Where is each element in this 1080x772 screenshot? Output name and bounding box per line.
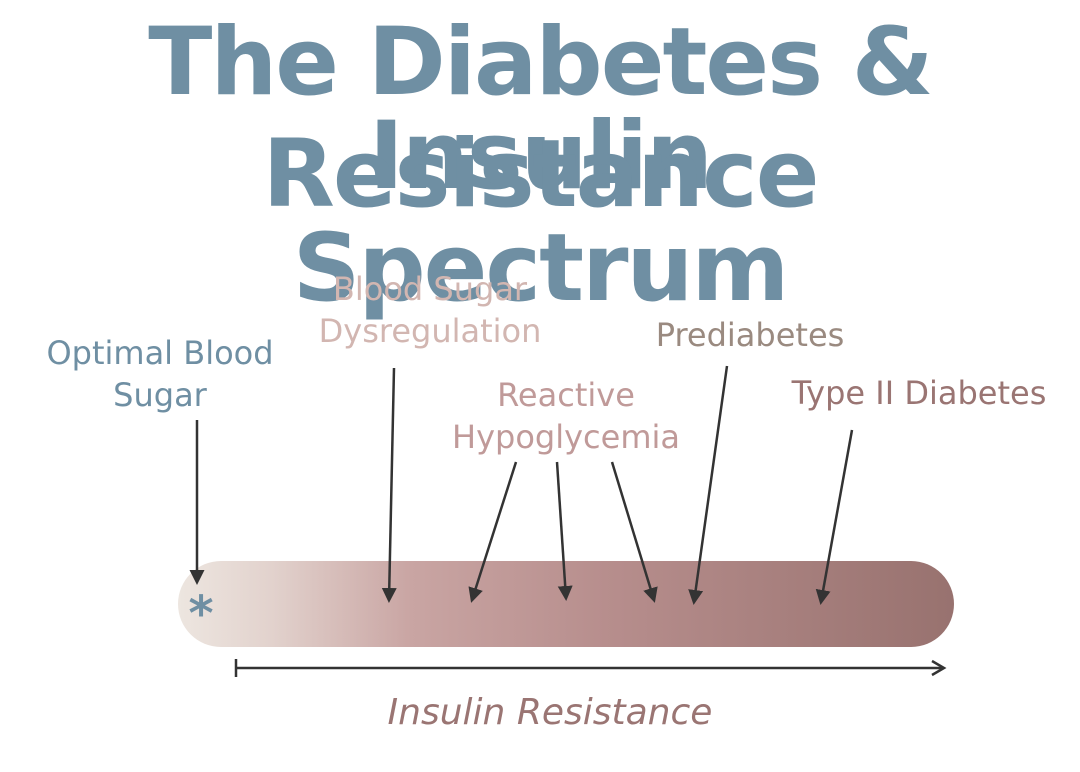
label-reactive-line-2: Hypoglycemia xyxy=(452,418,680,456)
title-line-1: The Diabetes & Insulin xyxy=(148,8,934,211)
label-type-2-diabetes: Type II Diabetes xyxy=(778,372,1060,414)
arrow-reactive-2 xyxy=(555,461,573,601)
spectrum-bar xyxy=(178,561,954,647)
arrow-prediabetes xyxy=(688,365,729,605)
insulin-resistance-axis xyxy=(234,659,947,677)
arrow-reactive-1 xyxy=(468,461,518,603)
pointer-arrows xyxy=(189,365,854,605)
label-prediabetes-line-1: Prediabetes xyxy=(655,316,845,354)
label-type2-line-1: Type II Diabetes xyxy=(791,374,1047,412)
label-reactive-hypoglycemia: Reactive Hypoglycemia xyxy=(440,374,692,458)
title-line-2: Resistance Spectrum xyxy=(262,120,819,323)
label-blood-sugar-dysregulation: Blood Sugar Dysregulation xyxy=(305,268,555,352)
arrow-reactive-3 xyxy=(610,461,658,603)
label-optimal-blood-sugar: Optimal Blood Sugar xyxy=(38,332,282,416)
arrow-dysregulation xyxy=(381,367,397,603)
label-reactive-line-1: Reactive xyxy=(497,376,635,414)
axis-label-insulin-resistance: Insulin Resistance xyxy=(387,692,713,733)
label-prediabetes: Prediabetes xyxy=(642,314,858,356)
label-optimal-line-2: Sugar xyxy=(113,376,207,414)
arrow-type2 xyxy=(815,429,854,605)
label-optimal-line-1: Optimal Blood xyxy=(46,334,274,372)
label-dysregulation-line-1: Blood Sugar xyxy=(332,270,528,308)
label-dysregulation-line-2: Dysregulation xyxy=(318,312,542,350)
optimal-marker-icon: * xyxy=(188,586,213,642)
